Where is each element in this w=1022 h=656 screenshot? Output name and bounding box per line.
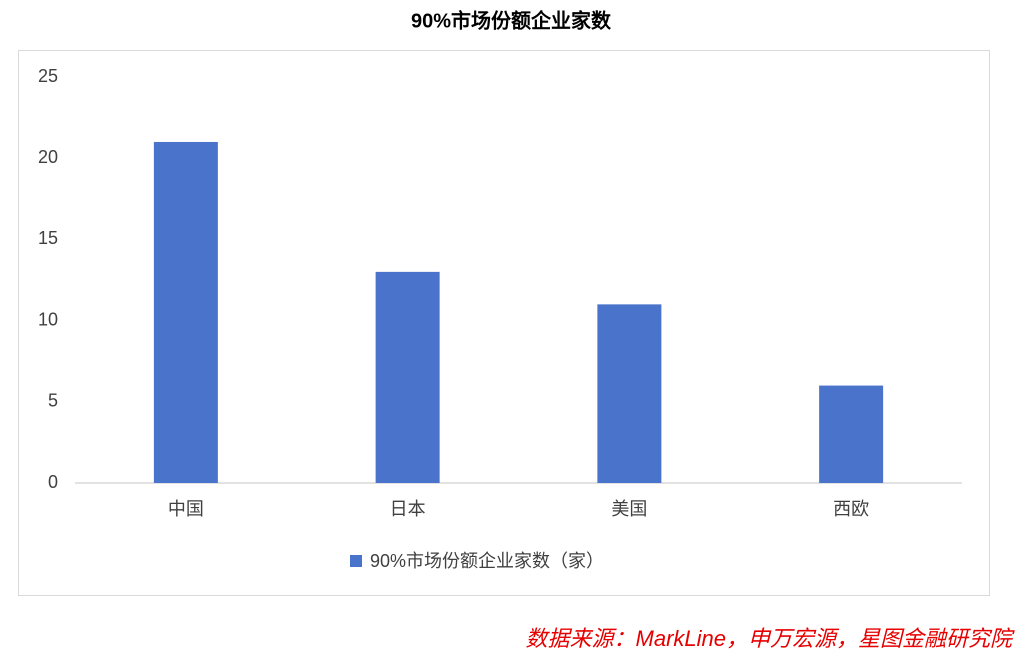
- x-tick-label: 西欧: [833, 499, 869, 519]
- x-tick-label: 中国: [168, 499, 204, 519]
- y-tick-label: 5: [48, 391, 58, 411]
- bar: [375, 271, 440, 483]
- bar: [597, 304, 662, 483]
- y-tick-label: 15: [38, 228, 58, 248]
- chart-title: 90%市场份额企业家数: [411, 8, 612, 32]
- legend-label: 90%市场份额企业家数（家）: [370, 551, 604, 571]
- x-tick-label: 美国: [611, 499, 647, 519]
- y-tick-label: 10: [38, 309, 58, 329]
- x-tick-label: 日本: [390, 499, 426, 519]
- y-tick-label: 0: [48, 472, 58, 492]
- bar: [819, 385, 884, 483]
- bar: [153, 141, 218, 483]
- legend-swatch: [350, 555, 362, 567]
- y-tick-label: 20: [38, 147, 58, 167]
- source-note: 数据来源：MarkLine，申万宏源，星图金融研究院: [526, 626, 1015, 651]
- y-tick-label: 25: [38, 66, 58, 86]
